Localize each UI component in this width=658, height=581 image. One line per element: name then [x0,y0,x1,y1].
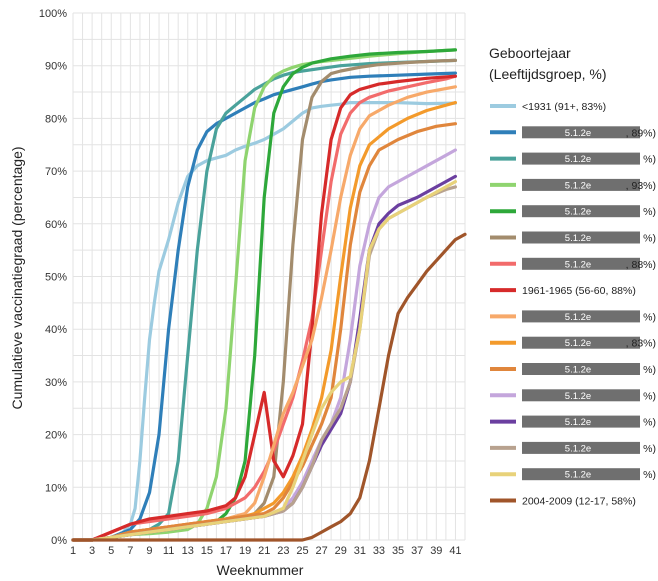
legend-redaction-box-5 [522,205,640,218]
x-tick-label: 33 [373,545,385,557]
x-tick-label: 17 [220,545,232,557]
y-tick-label: 20% [45,430,67,442]
legend-redaction-code-11: 5.1.2e [565,365,591,376]
legend: Geboortejaar (Leeftijdsgroep, %) <1931 (… [489,45,656,508]
legend-redaction-code-3: 5.1.2e [565,154,591,165]
legend-redaction-box-11 [522,363,640,375]
x-tick-label: 21 [258,545,270,557]
legend-suffix-6: %) [643,233,656,245]
legend-suffix-2: , 89%) [626,127,656,139]
legend-redaction-code-6: 5.1.2e [565,233,591,244]
legend-redaction-box-12 [522,389,640,402]
legend-redaction-box-3 [522,152,640,165]
x-tick-label: 11 [163,545,174,557]
legend-label-16: 2004-2009 (12-17, 58%) [522,496,636,508]
x-tick-label: 23 [277,545,289,557]
legend-redaction-box-14 [522,441,640,454]
series-line-7 [71,74,457,542]
legend-suffix-11: %) [643,364,656,376]
x-tick-label: 7 [127,545,133,557]
legend-suffix-15: %) [643,469,656,481]
legend-redaction-box-13 [522,415,640,428]
y-tick-label: 40% [45,324,67,336]
x-axis-ticks: 1 3 5 7 9 11 13 15 17 19 21 23 25 27 29 31 33 35 37 39 41 [70,545,462,557]
series-line-2 [71,71,457,542]
series-lines [71,48,467,542]
legend-suffix-10: , 83%) [626,338,656,350]
legend-suffix-7: , 88%) [626,259,656,271]
x-tick-label: 35 [392,545,404,557]
legend-redaction-code-14: 5.1.2e [565,443,591,454]
y-tick-label: 70% [45,166,67,178]
x-tick-label: 37 [411,545,423,557]
y-tick-label: 30% [45,377,67,389]
legend-suffix-14: %) [643,443,656,455]
x-tick-label: 31 [354,545,366,557]
series-line-15 [71,180,457,542]
legend-items: <1931 (91+, 83%) 5.1.2e , 89%) 5.1.2e %) 5.1.… [490,101,656,508]
x-tick-label: 25 [296,545,308,557]
legend-redaction-box-2 [522,126,640,139]
legend-redaction-box-7 [522,257,640,270]
legend-redaction-code-15: 5.1.2e [565,470,591,481]
legend-suffix-13: %) [643,417,656,429]
series-line-16 [71,232,467,542]
legend-label-8: 1961-1965 (56-60, 88%) [522,285,636,297]
x-tick-label: 13 [182,545,194,557]
legend-suffix-9: %) [643,311,656,323]
legend-redaction-box-15 [522,468,640,481]
legend-suffix-4: , 93%) [626,180,656,192]
legend-redaction-box-9 [522,310,640,323]
legend-redaction-code-2: 5.1.2e [565,128,591,139]
legend-redaction-box-10 [522,336,640,349]
x-tick-label: 41 [449,545,461,557]
legend-title-line1: Geboortejaar [489,45,571,61]
legend-redaction-code-7: 5.1.2e [565,259,591,270]
y-tick-label: 50% [45,272,67,284]
legend-label-1: <1931 (91+, 83%) [522,101,606,113]
y-tick-label: 60% [45,219,67,231]
series-line-11 [71,122,457,542]
x-axis-title: Weeknummer [217,562,304,578]
x-tick-label: 29 [335,545,347,557]
x-tick-label: 1 [70,545,76,557]
y-tick-label: 0% [51,535,67,547]
legend-suffix-5: %) [643,206,656,218]
legend-redaction-box-4 [522,178,640,191]
x-tick-label: 9 [146,545,152,557]
legend-redaction-code-4: 5.1.2e [565,180,591,191]
legend-redaction-code-12: 5.1.2e [565,391,591,402]
legend-suffix-3: %) [643,154,656,166]
x-tick-label: 39 [430,545,442,557]
grid [72,12,466,541]
y-axis-title: Cumulatieve vaccinatiegraad (percentage) [9,146,25,409]
legend-redaction-code-5: 5.1.2e [565,207,591,218]
y-tick-label: 10% [45,482,67,494]
x-tick-label: 3 [89,545,95,557]
x-tick-label: 19 [239,545,251,557]
y-axis-ticks: 0% 10% 20% 30% 40% 50% 60% 70% 80% 90% 100% [39,8,67,547]
x-tick-label: 15 [201,545,213,557]
x-tick-label: 27 [315,545,327,557]
y-tick-label: 100% [39,8,67,20]
legend-redaction-code-13: 5.1.2e [565,417,591,428]
legend-redaction-code-9: 5.1.2e [565,312,591,323]
legend-redaction-code-10: 5.1.2e [565,338,591,349]
y-tick-label: 80% [45,113,67,125]
series-line-8 [71,74,457,542]
x-tick-label: 5 [108,545,114,557]
series-line-1 [71,101,457,542]
y-tick-label: 90% [45,61,67,73]
legend-redaction-box-6 [522,231,640,244]
legend-suffix-12: %) [643,390,656,402]
legend-title-line2: (Leeftijdsgroep, %) [489,66,607,82]
